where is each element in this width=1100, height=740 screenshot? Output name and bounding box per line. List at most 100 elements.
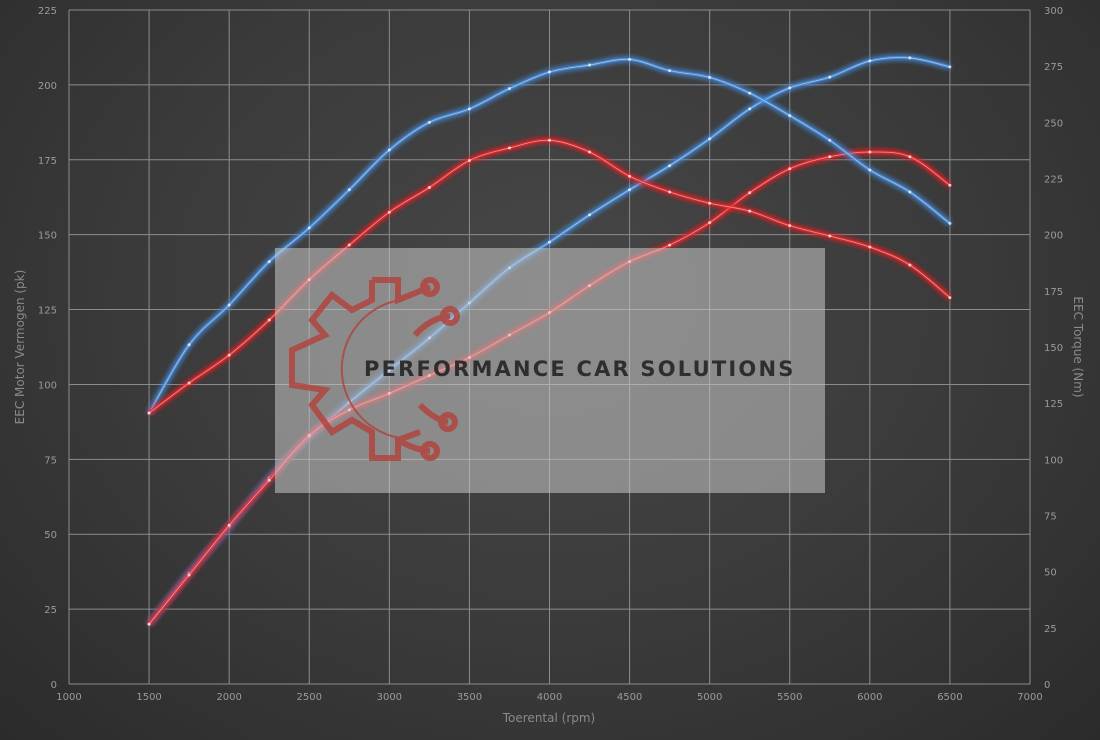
- data-point: [548, 70, 551, 74]
- data-point: [708, 137, 712, 141]
- y-tick-label: 225: [38, 6, 57, 17]
- y-tick-label: 125: [38, 306, 57, 317]
- data-point: [347, 243, 351, 247]
- data-point: [868, 59, 872, 63]
- data-point: [748, 107, 752, 111]
- data-point: [668, 164, 672, 168]
- x-axis-label: Toerental (rpm): [502, 711, 595, 725]
- gear-logo-icon: [289, 277, 460, 461]
- data-point: [668, 243, 672, 247]
- data-point: [788, 224, 792, 228]
- data-point: [748, 191, 752, 195]
- x-tick-label: 4000: [537, 692, 562, 703]
- y2-tick-label: 75: [1044, 512, 1057, 523]
- data-point: [187, 343, 191, 347]
- y2-tick-label: 150: [1044, 343, 1063, 354]
- data-point: [187, 381, 191, 385]
- x-tick-label: 5000: [697, 692, 722, 703]
- data-point: [307, 226, 311, 230]
- data-point: [708, 75, 712, 79]
- y2-tick-label: 300: [1044, 6, 1063, 17]
- data-point: [828, 75, 832, 79]
- y-tick-label: 75: [44, 455, 57, 466]
- data-point: [387, 148, 391, 152]
- data-point: [908, 263, 912, 267]
- data-point: [828, 234, 832, 238]
- data-point: [868, 245, 872, 249]
- y2-tick-label: 125: [1044, 399, 1063, 410]
- data-point: [467, 107, 471, 111]
- data-point: [427, 120, 431, 124]
- data-point: [227, 303, 231, 307]
- data-point: [187, 573, 191, 577]
- y2-tick-label: 200: [1044, 231, 1063, 242]
- data-point: [628, 188, 632, 192]
- data-point: [708, 201, 712, 205]
- data-point: [507, 87, 511, 91]
- data-point: [908, 155, 912, 159]
- y2-tick-label: 250: [1044, 118, 1063, 129]
- x-tick-label: 2500: [297, 692, 322, 703]
- x-tick-label: 6000: [857, 692, 882, 703]
- x-tick-label: 2000: [216, 692, 241, 703]
- data-point: [708, 221, 712, 225]
- data-point: [748, 91, 752, 95]
- y2-tick-label: 50: [1044, 568, 1057, 579]
- data-point: [588, 63, 592, 67]
- y2-tick-label: 100: [1044, 455, 1063, 466]
- data-point: [267, 260, 271, 264]
- data-point: [828, 138, 832, 142]
- x-tick-label: 1500: [136, 692, 161, 703]
- y2-tick-label: 0: [1044, 680, 1050, 691]
- watermark: PERFORMANCE CAR SOLUTIONS: [275, 248, 825, 493]
- data-point: [548, 240, 551, 244]
- data-point: [748, 209, 752, 213]
- data-point: [507, 146, 511, 150]
- data-point: [347, 188, 351, 192]
- data-point: [147, 622, 151, 626]
- data-point: [267, 318, 271, 322]
- y-tick-label: 175: [38, 156, 57, 167]
- data-point: [427, 185, 431, 189]
- data-point: [788, 86, 792, 90]
- x-tick-label: 3500: [457, 692, 482, 703]
- y-tick-label: 0: [51, 680, 57, 691]
- x-tick-label: 4500: [617, 692, 642, 703]
- data-point: [788, 167, 792, 171]
- data-point: [227, 523, 231, 527]
- y-tick-label: 100: [38, 380, 57, 391]
- data-point: [948, 221, 952, 225]
- x-tick-label: 1000: [56, 692, 81, 703]
- data-point: [788, 114, 792, 118]
- data-point: [948, 183, 952, 187]
- data-point: [147, 411, 151, 415]
- y2-tick-label: 275: [1044, 62, 1063, 73]
- data-point: [588, 213, 592, 217]
- y2-axis-label: EEC Torque (Nm): [1071, 296, 1085, 397]
- y-tick-label: 200: [38, 81, 57, 92]
- data-point: [467, 159, 471, 163]
- data-point: [668, 69, 672, 73]
- data-point: [948, 296, 952, 300]
- data-point: [948, 65, 952, 69]
- x-tick-label: 3000: [377, 692, 402, 703]
- y2-tick-label: 175: [1044, 287, 1063, 298]
- data-point: [628, 57, 632, 61]
- data-point: [828, 155, 832, 159]
- y-tick-label: 50: [44, 530, 57, 541]
- data-point: [908, 56, 912, 60]
- data-point: [267, 478, 271, 482]
- x-tick-label: 7000: [1017, 692, 1042, 703]
- watermark-background: [275, 248, 825, 493]
- x-tick-label: 5500: [777, 692, 802, 703]
- y2-tick-label: 25: [1044, 624, 1057, 635]
- data-point: [868, 168, 872, 172]
- watermark-text: PERFORMANCE CAR SOLUTIONS: [364, 357, 796, 381]
- data-point: [387, 210, 391, 214]
- tick-labels: 1000 1500 2000 2500 3000 3500 4000 4500 5000 5500…: [38, 6, 1063, 703]
- y-tick-label: 25: [44, 605, 57, 616]
- data-point: [868, 150, 872, 154]
- x-tick-label: 6500: [937, 692, 962, 703]
- y2-tick-label: 225: [1044, 175, 1063, 186]
